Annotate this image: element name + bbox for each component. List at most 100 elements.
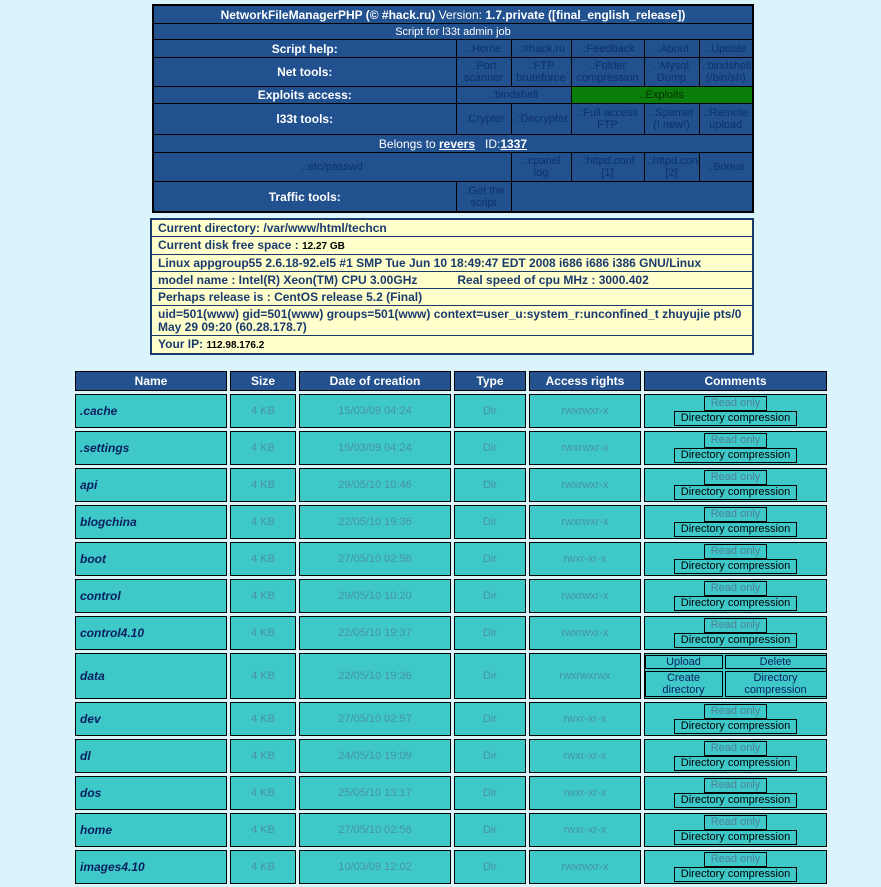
type-cell: Dir xyxy=(454,776,526,810)
table-row: .cache 4 KB 15/03/09 04:24 Dir rwxrwxr-x Read… xyxy=(75,394,827,428)
size-cell: 4 KB xyxy=(230,653,296,699)
menu-link-spamer[interactable]: .:Spamer (! new!) xyxy=(643,103,700,135)
read-only-button[interactable]: Read only xyxy=(703,433,768,448)
dir-link[interactable]: boot xyxy=(80,552,106,566)
menu-link-hackru[interactable]: .:#hack.ru xyxy=(510,39,572,58)
directory-compression-button[interactable]: Directory compression xyxy=(673,830,798,845)
menu-link-etc-passwd[interactable]: .:etc/passwd xyxy=(152,152,512,182)
directory-compression-button[interactable]: Directory compression xyxy=(673,596,798,611)
menu-link-folder-compression[interactable]: .:Folder compression xyxy=(570,57,645,87)
directory-compression-button[interactable]: Directory compression xyxy=(673,411,798,426)
app-subtitle: Script for l33t admin job xyxy=(152,23,754,40)
dir-link[interactable]: home xyxy=(80,823,113,837)
menu-link-port-scanner[interactable]: .:Port scanner xyxy=(455,57,512,87)
table-header-row: Name Size Date of creation Type Access right… xyxy=(75,371,827,391)
read-only-button[interactable]: Read only xyxy=(703,581,768,596)
name-cell: .cache xyxy=(75,394,227,428)
menu-link-bonus[interactable]: .:Bonus xyxy=(698,152,754,182)
owner-link[interactable]: revers xyxy=(438,136,476,151)
access-rights-cell: rwxr-xr-x xyxy=(529,776,641,810)
name-cell: images4.10 xyxy=(75,850,227,884)
read-only-button[interactable]: Read only xyxy=(703,544,768,559)
read-only-button[interactable]: Read only xyxy=(703,704,768,719)
menu-link-crypter[interactable]: .:Crypter xyxy=(455,103,512,135)
menu-link-full-access-ftp[interactable]: .:Full access FTP xyxy=(570,103,645,135)
read-only-button[interactable]: Read only xyxy=(703,470,768,485)
table-row: api 4 KB 29/05/10 10:46 Dir rwxrwxr-x Read on… xyxy=(75,468,827,502)
menu-link-update[interactable]: .:Update xyxy=(698,39,754,58)
read-only-button[interactable]: Read only xyxy=(703,741,768,756)
size-cell: 4 KB xyxy=(230,776,296,810)
menu-link-home[interactable]: .:Home xyxy=(455,39,512,58)
menu-link-bindshell[interactable]: .:bindshell xyxy=(455,86,572,104)
directory-compression-button[interactable]: Directory compression xyxy=(673,485,798,500)
shell-menu-table: NetworkFileManagerPHP (© #hack.ru) Versi… xyxy=(152,4,754,213)
date-cell: 15/03/09 04:24 xyxy=(299,431,451,465)
directory-compression-button[interactable]: Directory compression xyxy=(673,559,798,574)
type-cell: Dir xyxy=(454,813,526,847)
directory-compression-button[interactable]: Directory compression xyxy=(673,719,798,734)
menu-link-get-the-script[interactable]: .:Get the script xyxy=(455,181,512,213)
read-only-button[interactable]: Read only xyxy=(703,507,768,522)
table-row: .settings 4 KB 15/03/09 04:24 Dir rwxrwxr-x R… xyxy=(75,431,827,465)
dir-link[interactable]: images4.10 xyxy=(80,860,145,874)
menu-link-httpd-conf-2[interactable]: .:httpd.conf [2] xyxy=(643,152,700,182)
owner-id-link[interactable]: 1337 xyxy=(500,136,528,151)
dir-link[interactable]: blogchina xyxy=(80,515,137,529)
dir-link[interactable]: control xyxy=(80,589,121,603)
upload-button[interactable]: Upload xyxy=(644,655,723,669)
directory-compression-button[interactable]: Directory compression xyxy=(673,522,798,537)
section-label-net-tools: Net tools: xyxy=(152,57,457,87)
name-cell: boot xyxy=(75,542,227,576)
size-cell: 4 KB xyxy=(230,394,296,428)
read-only-button[interactable]: Read only xyxy=(703,396,768,411)
table-row: home 4 KB 27/05/10 02:56 Dir rwxr-xr-x Read o… xyxy=(75,813,827,847)
menu-link-remote-upload[interactable]: .:Remote upload xyxy=(698,103,754,135)
menu-link-feedback[interactable]: .:Feedback xyxy=(570,39,645,58)
date-cell: 22/05/10 19:36 xyxy=(299,505,451,539)
menu-link-ftp-bruteforce[interactable]: .:FTP bruteforce xyxy=(510,57,572,87)
menu-link-about[interactable]: .:About xyxy=(643,39,700,58)
belongs-line: Belongs to revers ID:1337 xyxy=(152,134,754,153)
date-cell: 25/05/10 13:17 xyxy=(299,776,451,810)
dir-link[interactable]: data xyxy=(80,669,105,683)
directory-compression-button[interactable]: Directory compression xyxy=(673,756,798,771)
directory-compression-button[interactable]: Directory compression xyxy=(673,867,798,882)
dir-link[interactable]: dl xyxy=(80,749,91,763)
directory-compression-button[interactable]: Directory compression xyxy=(673,793,798,808)
access-rights-cell: rwxrwxrwx xyxy=(529,653,641,699)
folder-actions: Upload Delete Create directory Directory co… xyxy=(644,655,827,697)
create-directory-button[interactable]: Create directory xyxy=(644,671,723,697)
comments-cell: Read onlyDirectory compression xyxy=(644,505,827,539)
read-only-button[interactable]: Read only xyxy=(703,852,768,867)
dir-link[interactable]: api xyxy=(80,478,98,492)
section-label-exploits-access: Exploits access: xyxy=(152,86,457,104)
type-cell: Dir xyxy=(454,468,526,502)
table-row: data 4 KB 22/05/10 19:36 Dir rwxrwxrwx Upload… xyxy=(75,653,827,699)
menu-link-mysql-dump[interactable]: .:Mysql Dump xyxy=(643,57,700,87)
column-header-type: Type xyxy=(454,371,526,391)
directory-compression-button[interactable]: Directory compression xyxy=(673,448,798,463)
table-row: images4.10 4 KB 10/03/09 12:02 Dir rwxrwxr-x… xyxy=(75,850,827,884)
delete-button[interactable]: Delete xyxy=(724,655,827,669)
dir-link[interactable]: control4.10 xyxy=(80,626,145,640)
dir-link[interactable]: .cache xyxy=(80,404,118,418)
access-rights-cell: rwxrwxr-x xyxy=(529,505,641,539)
menu-link-bindshell-binsh[interactable]: .:bindshell (/bin/sh) xyxy=(698,57,754,87)
directory-compression-button[interactable]: Directory compression xyxy=(724,671,827,697)
menu-link-decrypter[interactable]: .:Decrypter xyxy=(510,103,572,135)
read-only-button[interactable]: Read only xyxy=(703,618,768,633)
dir-link[interactable]: dos xyxy=(80,786,102,800)
type-cell: Dir xyxy=(454,542,526,576)
dir-link[interactable]: .settings xyxy=(80,441,130,455)
directory-compression-button[interactable]: Directory compression xyxy=(673,633,798,648)
name-cell: home xyxy=(75,813,227,847)
read-only-button[interactable]: Read only xyxy=(703,778,768,793)
read-only-button[interactable]: Read only xyxy=(703,815,768,830)
menu-link-exploits[interactable]: .:Exploits xyxy=(570,86,754,104)
menu-link-httpd-conf-1[interactable]: .:httpd.conf [1] xyxy=(570,152,645,182)
dir-link[interactable]: dev xyxy=(80,712,101,726)
server-info-box: Current directory: /var/www/html/techcn … xyxy=(150,218,754,355)
menu-link-cpanel-log[interactable]: .:cpanel log xyxy=(510,152,572,182)
type-cell: Dir xyxy=(454,850,526,884)
